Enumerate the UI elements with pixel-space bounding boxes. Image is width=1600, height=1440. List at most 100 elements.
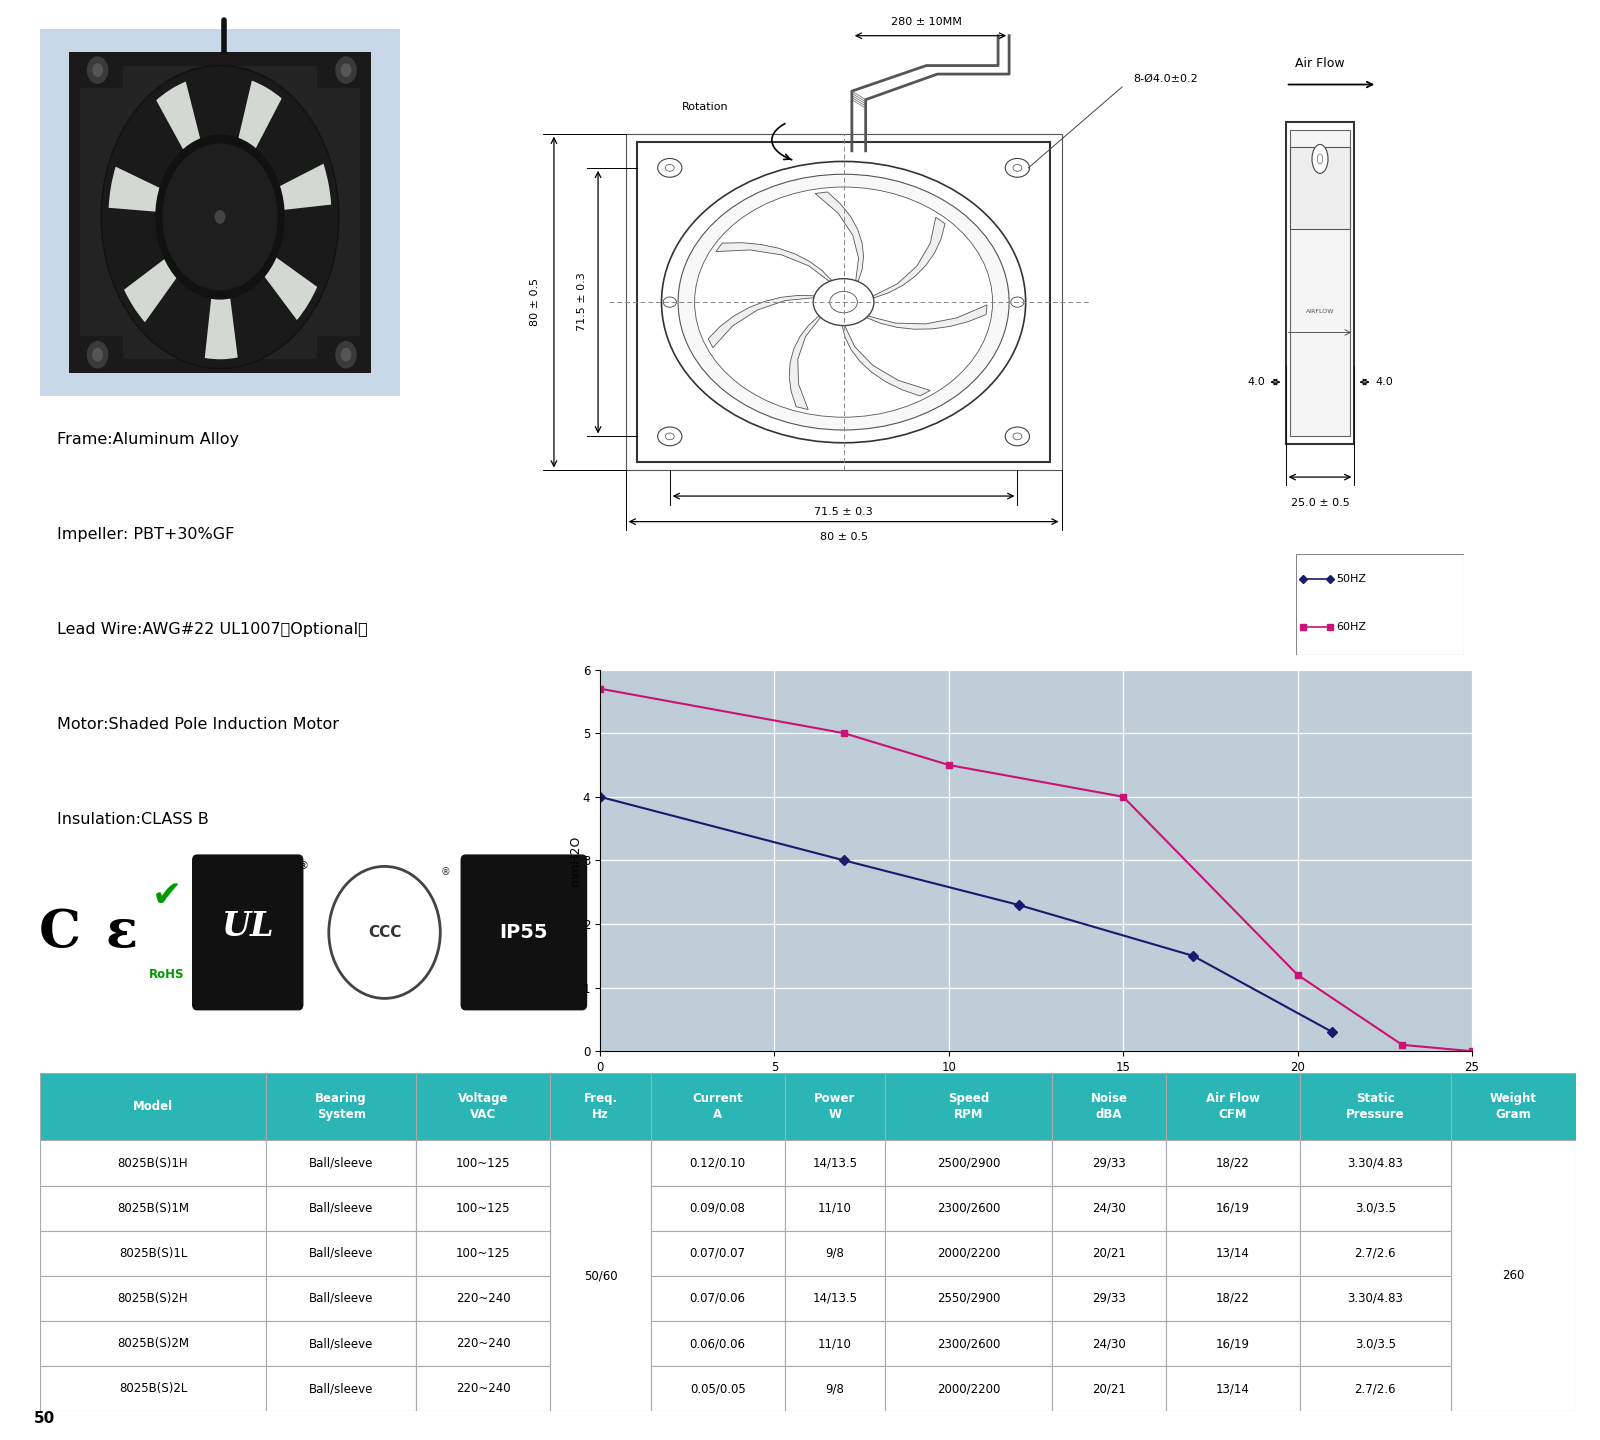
Wedge shape — [109, 167, 200, 215]
Circle shape — [830, 291, 858, 312]
Bar — [40, 1320, 266, 1367]
Circle shape — [1011, 297, 1024, 307]
Text: 2000/2200: 2000/2200 — [938, 1382, 1000, 1395]
Text: UL: UL — [221, 910, 274, 943]
Text: 8025B(S)2L: 8025B(S)2L — [118, 1382, 187, 1395]
Bar — [266, 1367, 416, 1411]
Bar — [80, 65, 360, 359]
Circle shape — [93, 63, 102, 76]
Text: 0.05/0.05: 0.05/0.05 — [690, 1382, 746, 1395]
60HZ — [939, 756, 958, 773]
Circle shape — [341, 63, 352, 76]
Text: 0.07/0.06: 0.07/0.06 — [690, 1292, 746, 1305]
Bar — [651, 1320, 784, 1367]
Bar — [266, 1073, 416, 1140]
Text: IP55: IP55 — [499, 923, 549, 942]
Text: 16/19: 16/19 — [1216, 1336, 1250, 1351]
Text: 25.0 ± 0.5: 25.0 ± 0.5 — [1291, 498, 1349, 508]
Text: Air Flow
CFM: Air Flow CFM — [1206, 1092, 1259, 1122]
Bar — [550, 1140, 651, 1411]
Bar — [1166, 1073, 1299, 1140]
Text: Air Flow: Air Flow — [1294, 58, 1346, 71]
Text: Ball/sleeve: Ball/sleeve — [309, 1336, 373, 1351]
Bar — [1299, 1231, 1451, 1276]
Text: 13/14: 13/14 — [1216, 1247, 1250, 1260]
Text: Rotation: Rotation — [682, 102, 730, 112]
Bar — [885, 1320, 1053, 1367]
Text: 100~125: 100~125 — [456, 1201, 510, 1215]
Circle shape — [678, 174, 1010, 431]
Text: 24/30: 24/30 — [1093, 1336, 1126, 1351]
Bar — [416, 1276, 550, 1320]
Text: 4.0: 4.0 — [1246, 377, 1266, 387]
Bar — [1053, 1231, 1166, 1276]
Text: Freq.
Hz: Freq. Hz — [584, 1092, 618, 1122]
Bar — [40, 1073, 266, 1140]
Text: 16/19: 16/19 — [1216, 1201, 1250, 1215]
Bar — [69, 337, 123, 373]
Bar — [416, 1140, 550, 1185]
Text: Static
Pressure: Static Pressure — [1346, 1092, 1405, 1122]
Bar — [885, 1073, 1053, 1140]
Bar — [1299, 1185, 1451, 1231]
Bar — [1166, 1185, 1299, 1231]
Bar — [885, 1140, 1053, 1185]
Bar — [651, 1367, 784, 1411]
Text: 18/22: 18/22 — [1216, 1292, 1250, 1305]
60HZ — [590, 680, 610, 697]
Text: 2550/2900: 2550/2900 — [938, 1292, 1000, 1305]
Text: 14/13.5: 14/13.5 — [813, 1156, 858, 1169]
Bar — [784, 1367, 885, 1411]
Text: Ball/sleeve: Ball/sleeve — [309, 1156, 373, 1169]
50HZ — [1323, 1024, 1342, 1041]
Text: 8025B(S)2H: 8025B(S)2H — [118, 1292, 189, 1305]
Text: 71.5 ± 0.3: 71.5 ± 0.3 — [814, 507, 874, 517]
Bar — [626, 134, 1061, 471]
Bar — [40, 1231, 266, 1276]
Text: 71.5 ± 0.3: 71.5 ± 0.3 — [576, 272, 587, 331]
Polygon shape — [789, 315, 821, 409]
Text: 14/13.5: 14/13.5 — [813, 1292, 858, 1305]
Bar — [40, 1276, 266, 1320]
Line: 50HZ: 50HZ — [597, 793, 1336, 1035]
Circle shape — [86, 341, 109, 369]
Bar — [40, 1185, 266, 1231]
50HZ — [590, 788, 610, 805]
Circle shape — [93, 348, 102, 361]
Text: 8025B(S)1H: 8025B(S)1H — [118, 1156, 189, 1169]
Bar — [784, 1073, 885, 1140]
Text: 260: 260 — [1502, 1269, 1525, 1283]
Text: 2500/2900: 2500/2900 — [938, 1156, 1000, 1169]
Bar — [69, 52, 371, 373]
Text: 100~125: 100~125 — [456, 1247, 510, 1260]
Text: Ball/sleeve: Ball/sleeve — [309, 1382, 373, 1395]
Text: 100~125: 100~125 — [456, 1156, 510, 1169]
Text: 50HZ: 50HZ — [1336, 573, 1366, 583]
Circle shape — [1312, 144, 1328, 173]
Bar — [885, 1276, 1053, 1320]
Text: 3.30/4.83: 3.30/4.83 — [1347, 1156, 1403, 1169]
Text: 0.07/0.07: 0.07/0.07 — [690, 1247, 746, 1260]
Text: 29/33: 29/33 — [1093, 1292, 1126, 1305]
60HZ — [1114, 788, 1133, 805]
Bar — [266, 1231, 416, 1276]
Bar — [1053, 1185, 1166, 1231]
Text: 8025B(S)1M: 8025B(S)1M — [117, 1201, 189, 1215]
Circle shape — [1013, 164, 1022, 171]
Polygon shape — [842, 325, 930, 396]
FancyBboxPatch shape — [192, 854, 304, 1011]
Bar — [266, 1140, 416, 1185]
Text: ε: ε — [106, 907, 138, 958]
Text: Noise
dBA: Noise dBA — [1091, 1092, 1128, 1122]
Y-axis label: mmH2O: mmH2O — [568, 835, 581, 886]
Bar — [651, 1073, 784, 1140]
Circle shape — [1005, 158, 1029, 177]
Text: 24/30: 24/30 — [1093, 1201, 1126, 1215]
Circle shape — [1005, 428, 1029, 446]
Text: Ball/sleeve: Ball/sleeve — [309, 1292, 373, 1305]
Bar — [1053, 1367, 1166, 1411]
Bar — [784, 1320, 885, 1367]
Bar — [1166, 1231, 1299, 1276]
Text: AIRFLOW: AIRFLOW — [1306, 310, 1334, 314]
Text: C: C — [38, 907, 80, 958]
